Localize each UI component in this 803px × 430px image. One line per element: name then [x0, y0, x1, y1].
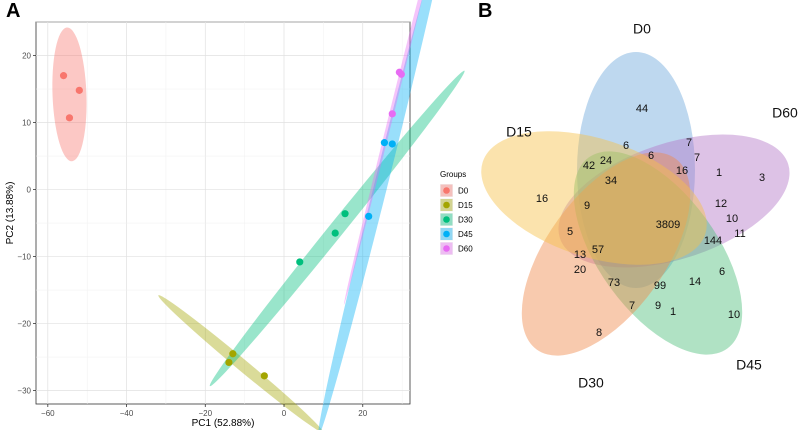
venn-region-count: 14	[689, 276, 701, 288]
venn-region-count: 24	[600, 155, 612, 167]
pca-ytick-label: −30	[17, 387, 31, 396]
venn-region-count: 10	[728, 309, 740, 321]
pca-ellipse-D15	[158, 295, 324, 430]
pca-point-D0-2	[65, 114, 74, 122]
pca-legend-title: Groups	[440, 170, 466, 179]
venn-region-count: 9	[655, 300, 661, 312]
venn-region-count: 9	[584, 200, 590, 212]
pca-point-D45-1	[380, 139, 389, 147]
pca-point-D60-2	[388, 110, 396, 118]
venn-region-count: 13	[574, 249, 586, 261]
pca-points	[59, 68, 405, 380]
venn-region-count: 5	[567, 226, 573, 238]
venn-petal-D0	[577, 52, 695, 288]
pca-ellipse-D0	[52, 27, 87, 162]
venn-petal-D60	[558, 134, 790, 268]
pca-ellipse-D45	[318, 0, 451, 430]
pca-legend-label-D0: D0	[458, 187, 469, 196]
venn-region-count: 57	[592, 244, 604, 256]
venn-region-count: 73	[608, 277, 620, 289]
venn-region-count: 34	[605, 175, 617, 187]
venn-region-count: 7	[629, 300, 635, 312]
pca-legend-dot-D60	[443, 245, 450, 252]
pca-ellipse-D30	[209, 70, 465, 387]
venn-region-count: 6	[648, 150, 654, 162]
pca-xtick-label: 20	[358, 409, 367, 418]
venn-region-count: 16	[676, 165, 688, 177]
venn-region-count: 1	[670, 306, 676, 318]
venn-region-count: 10	[726, 213, 738, 225]
venn-region-count: 3	[759, 172, 765, 184]
pca-point-D45-2	[388, 140, 396, 148]
venn-region-count: 3809	[656, 219, 680, 231]
pca-ytick-label: 10	[22, 119, 31, 128]
pca-point-D45-0	[365, 212, 373, 220]
pca-ellipses	[52, 0, 465, 430]
pca-ellipse-D60	[343, 0, 449, 305]
venn-set-label-D15: D15	[506, 124, 532, 140]
pca-point-D30-1	[331, 229, 339, 237]
pca-legend-label-D30: D30	[458, 216, 473, 225]
pca-point-D0-1	[75, 86, 83, 94]
venn-set-labels: D0 D60 D45 D30 D15	[506, 21, 798, 391]
pca-xtick-label: −20	[198, 409, 212, 418]
pca-point-D30-0	[296, 258, 304, 266]
pca-xlabel: PC1 (52.88%)	[192, 418, 255, 429]
pca-ytick-label: −20	[17, 320, 31, 329]
venn-region-count: 16	[536, 193, 548, 205]
venn-region-count: 20	[574, 264, 586, 276]
venn-region-count: 42	[583, 160, 595, 172]
pca-ytick-label: 20	[22, 52, 31, 61]
venn-region-count: 1	[716, 167, 722, 179]
venn-region-count: 12	[715, 198, 727, 210]
venn-petal-D30	[521, 152, 691, 356]
pca-xtick-label: −60	[41, 409, 55, 418]
venn-petals	[481, 52, 790, 356]
venn-region-count: 44	[636, 103, 648, 115]
venn-region-count: 11	[734, 228, 745, 240]
pca-xtick-label: 0	[282, 409, 287, 418]
venn-region-count: 7	[694, 152, 700, 164]
pca-point-D15-2	[260, 372, 268, 380]
pca-point-D15-1	[225, 358, 233, 367]
panel-b-label: B	[478, 0, 493, 22]
pca-legend-dot-D15	[443, 201, 450, 209]
pca-ytick-label: 0	[27, 186, 32, 195]
venn-petal-D15	[481, 131, 707, 265]
pca-legend-dot-D30	[443, 216, 450, 223]
venn-region-count: 6	[719, 266, 725, 278]
venn-region-count: 6	[623, 140, 629, 152]
pca-point-D15-0	[229, 350, 237, 358]
pca-legend-label-D15: D15	[458, 201, 473, 210]
pca-ylabel: PC2 (13.88%)	[5, 182, 16, 245]
venn-region-count: 144	[704, 235, 722, 247]
pca-axes: −60 −40 −20 0 20 −30 −20 −10 0 10 20 PC1 (52.88%) PC…	[5, 52, 368, 429]
venn-region-count: 99	[654, 280, 666, 292]
pca-point-D30-2	[341, 210, 349, 218]
pca-xtick-label: −40	[120, 409, 134, 418]
venn-petal-D45	[573, 151, 743, 355]
pca-ytick-label: −10	[17, 253, 31, 262]
pca-legend-label-D45: D45	[458, 230, 473, 239]
venn-set-label-D30: D30	[578, 375, 604, 391]
venn-set-label-D45: D45	[736, 357, 762, 373]
pca-legend-dot-D45	[443, 230, 450, 238]
pca-legend-label-D60: D60	[458, 245, 473, 254]
venn-region-count: 8	[596, 327, 602, 339]
pca-point-D0-0	[59, 72, 68, 80]
pca-legend: Groups D0 D15 D30 D45 D60	[440, 170, 473, 255]
venn-region-count: 7	[686, 137, 692, 149]
panel-a-label: A	[6, 0, 21, 22]
pca-point-D60-1	[397, 70, 405, 78]
venn-set-label-D60: D60	[772, 105, 798, 121]
venn-set-label-D0: D0	[633, 21, 651, 37]
pca-legend-dot-D0	[443, 187, 450, 194]
